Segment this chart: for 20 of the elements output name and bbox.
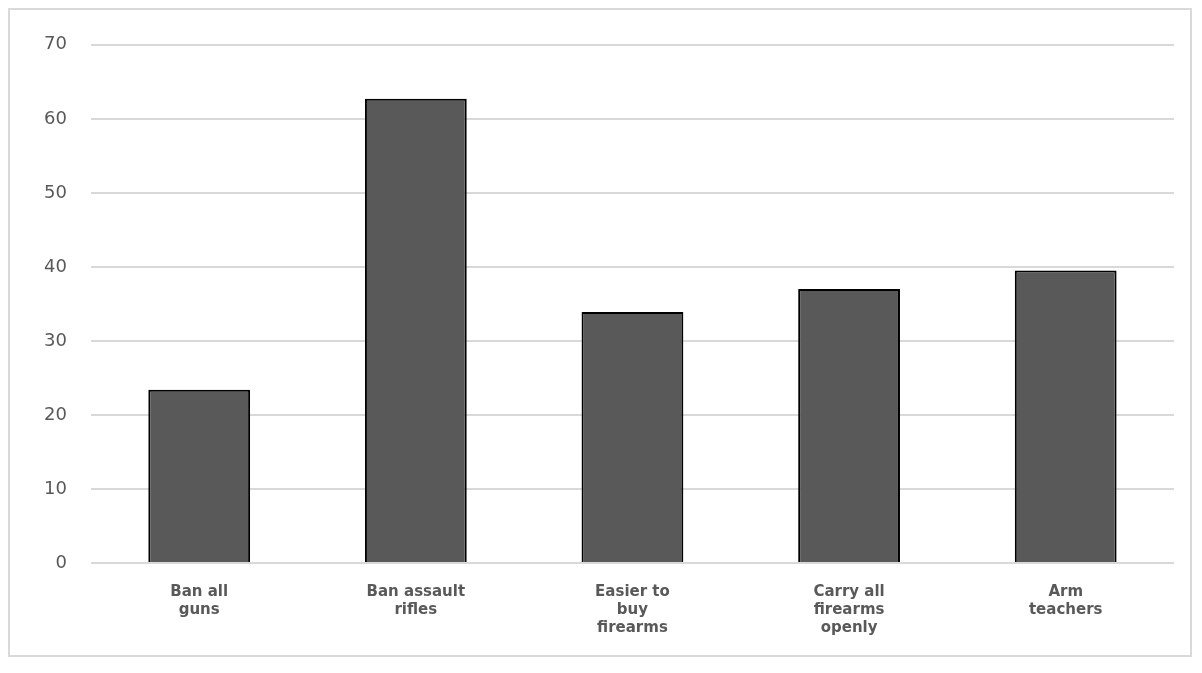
category-label: buy (616, 599, 649, 618)
category-label: Easier to (595, 581, 670, 600)
category-label: Ban all (170, 581, 229, 600)
category-label: Carry all (813, 581, 885, 600)
y-tick-label: 20 (44, 402, 67, 424)
y-tick-label: 10 (44, 476, 67, 498)
y-tick-label: 0 (55, 550, 67, 572)
y-tick-label: 40 (44, 254, 67, 276)
category-label: teachers (1028, 599, 1103, 618)
y-tick-label: 60 (44, 106, 67, 128)
category-label: Arm (1048, 581, 1084, 600)
category-label: firearms (597, 617, 668, 636)
category-label: rifles (394, 599, 438, 618)
category-label: Ban assault (366, 581, 466, 600)
category-label: firearms (813, 599, 885, 618)
y-tick-label: 70 (44, 32, 67, 54)
y-tick-label: 30 (44, 328, 67, 350)
y-tick-label: 50 (44, 180, 67, 202)
category-label: openly (820, 617, 878, 636)
category-label: guns (178, 599, 220, 618)
